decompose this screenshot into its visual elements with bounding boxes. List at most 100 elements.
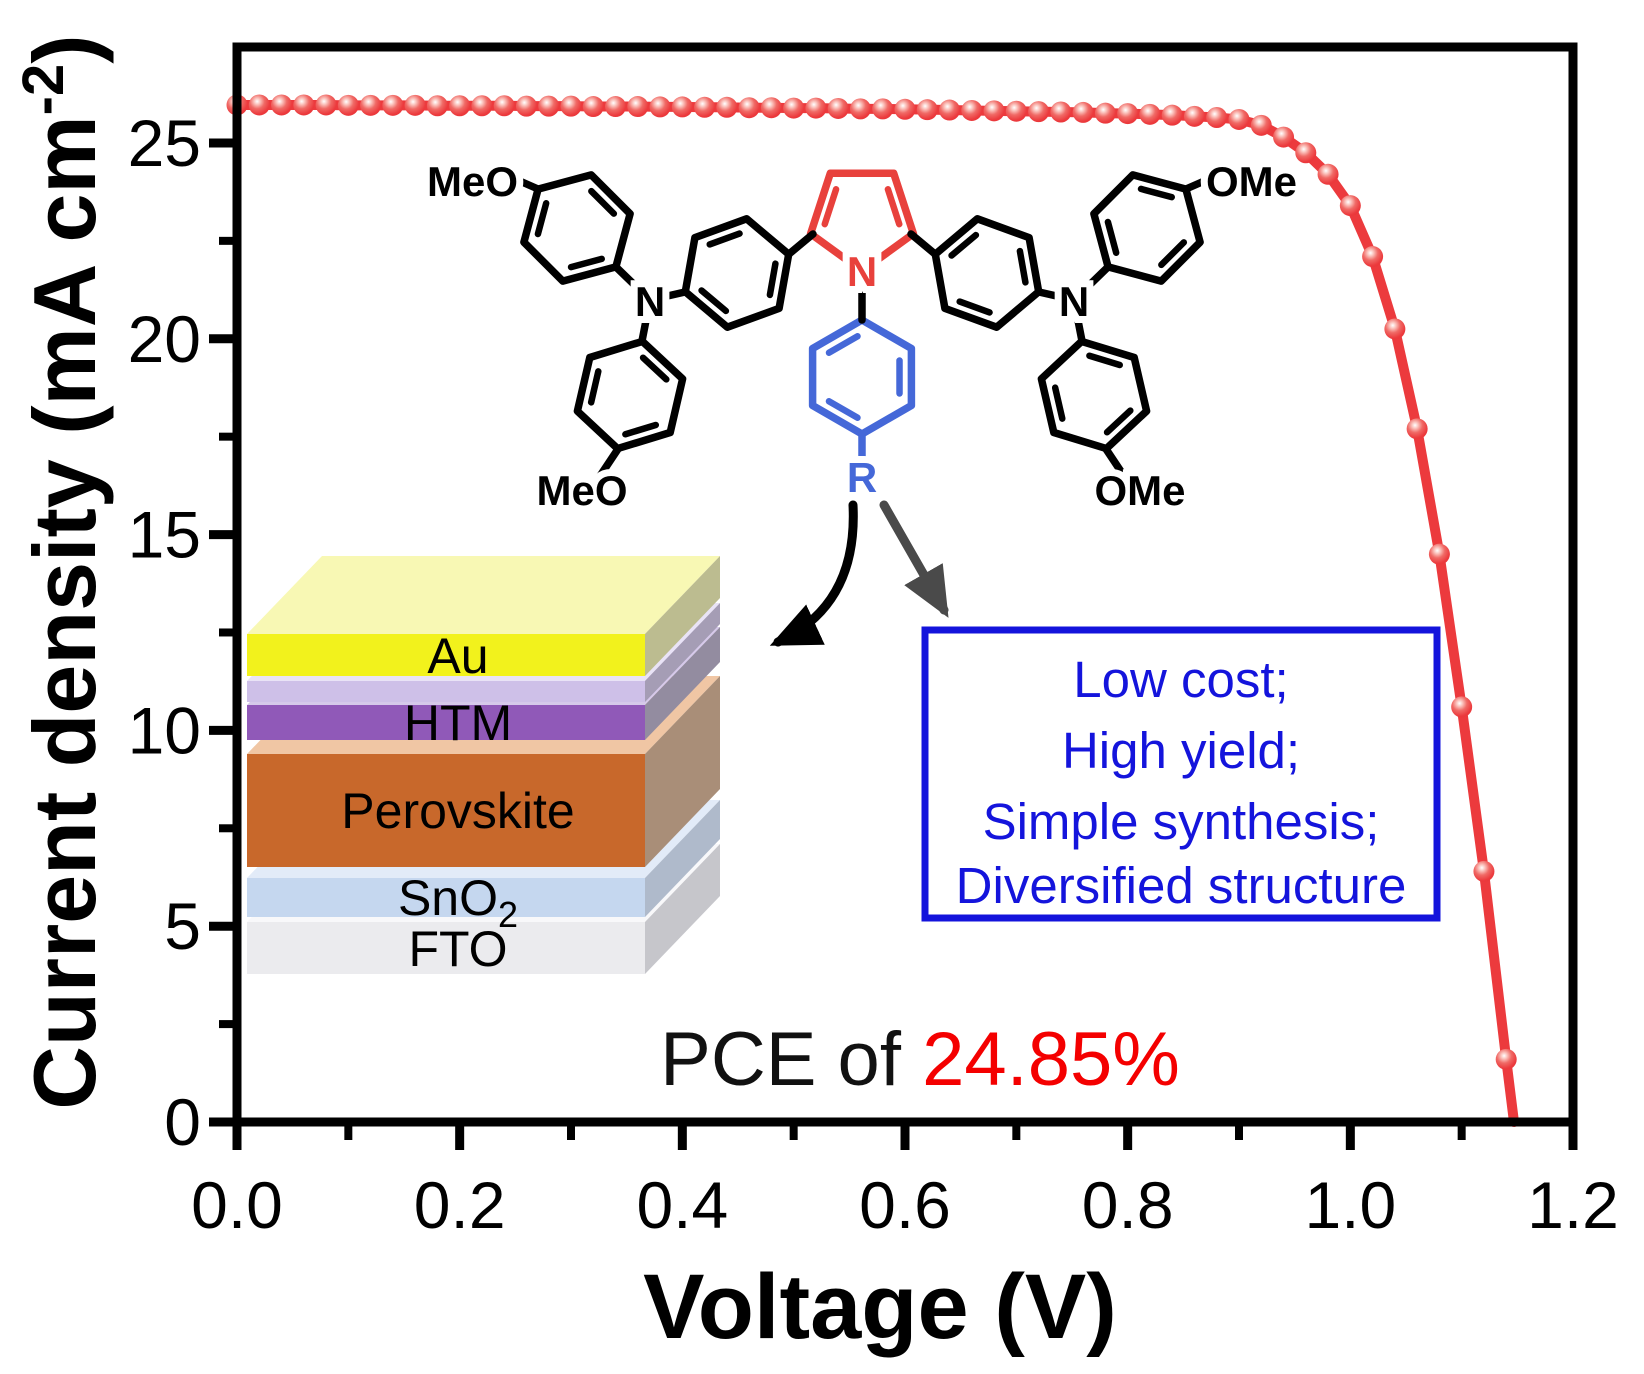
layer-front-face bbox=[247, 681, 645, 702]
y-axis-title-close: ) bbox=[15, 34, 114, 63]
layer-side-face bbox=[645, 556, 720, 676]
nitrogen-label-left: N bbox=[635, 278, 665, 325]
double-bond bbox=[698, 287, 730, 315]
double-bond bbox=[1086, 352, 1124, 369]
bond bbox=[1035, 288, 1078, 304]
arrow-to-callout-box bbox=[879, 500, 949, 618]
y-tick-label: 20 bbox=[128, 302, 201, 376]
layer-front-face bbox=[247, 634, 645, 676]
layer-front-face bbox=[247, 922, 645, 974]
layer-side-face bbox=[645, 603, 720, 702]
data-point-marker bbox=[1273, 126, 1295, 148]
x-tick-label: 0.8 bbox=[1082, 1168, 1174, 1242]
x-tick-label: 1.2 bbox=[1527, 1168, 1619, 1242]
data-point-marker bbox=[1206, 106, 1228, 128]
bond bbox=[612, 263, 654, 304]
molecule-labels: MeO MeO OMe OMe N N N R bbox=[420, 151, 1304, 521]
data-point-marker bbox=[1339, 195, 1361, 217]
double-bond bbox=[588, 187, 618, 217]
jv-curve-series bbox=[226, 94, 1519, 1127]
data-point-marker bbox=[1183, 105, 1205, 127]
axis-ticks bbox=[209, 138, 1578, 1150]
data-point-marker bbox=[1005, 100, 1027, 122]
data-point-marker bbox=[360, 94, 382, 116]
double-bond bbox=[567, 255, 605, 271]
data-point-marker bbox=[894, 98, 916, 120]
bond bbox=[907, 230, 939, 258]
double-bond bbox=[884, 186, 903, 228]
data-point-marker bbox=[1139, 103, 1161, 125]
data-point-marker bbox=[627, 96, 649, 118]
data-point-marker bbox=[1317, 163, 1339, 185]
ome-label-bottom-right: OMe bbox=[1094, 467, 1185, 514]
y-axis-title: Current density (mA cm-2) bbox=[11, 34, 114, 1109]
data-point-marker bbox=[605, 96, 627, 118]
double-bond bbox=[956, 298, 993, 316]
data-point-marker bbox=[515, 95, 537, 117]
x-tick-label: 0.4 bbox=[636, 1168, 728, 1242]
plot-frame bbox=[232, 42, 1578, 1127]
annotation-arrows bbox=[769, 500, 949, 647]
data-point-marker bbox=[649, 96, 671, 118]
bond bbox=[1102, 445, 1128, 480]
layer-side-face bbox=[645, 800, 720, 917]
data-point-marker bbox=[961, 99, 983, 121]
double-bond bbox=[534, 200, 550, 238]
double-bond bbox=[622, 421, 660, 438]
meo-label-bottom-left: MeO bbox=[536, 467, 627, 514]
data-point-marker bbox=[560, 95, 582, 117]
meo-label-top-left: MeO bbox=[427, 158, 518, 205]
bond bbox=[1070, 263, 1112, 304]
data-point-marker bbox=[1384, 318, 1406, 340]
data-point-marker bbox=[315, 94, 337, 116]
data-point-marker bbox=[983, 100, 1005, 122]
double-bond bbox=[1016, 247, 1029, 286]
layer-label: Au bbox=[427, 628, 488, 684]
data-point-marker bbox=[471, 95, 493, 117]
double-bond bbox=[1158, 239, 1188, 269]
axis-tick-labels: 0.0 0.2 0.4 0.6 0.8 1.0 1.2 0 5 10 15 20 25 bbox=[128, 106, 1619, 1242]
data-point-marker bbox=[916, 99, 938, 121]
data-point-marker bbox=[1117, 103, 1139, 125]
pce-value: 24.85% bbox=[922, 1017, 1180, 1102]
x-tick-label: 1.0 bbox=[1304, 1168, 1396, 1242]
data-point-marker bbox=[1295, 142, 1317, 164]
ring bbox=[806, 169, 918, 275]
layer-side-face bbox=[645, 844, 720, 974]
data-point-marker bbox=[1028, 101, 1050, 123]
double-bond bbox=[1137, 185, 1175, 201]
layer-front-face bbox=[247, 878, 645, 917]
double-bond bbox=[706, 230, 743, 248]
x-tick-label: 0.2 bbox=[414, 1168, 506, 1242]
layer-side-face bbox=[645, 627, 720, 740]
data-point-marker bbox=[293, 94, 315, 116]
layer-top-face bbox=[247, 556, 720, 634]
bond bbox=[596, 445, 622, 480]
y-axis-title-superscript: -2 bbox=[11, 64, 76, 116]
callout-line-2: High yield; bbox=[1062, 722, 1300, 779]
layer-label: HTM bbox=[404, 695, 512, 751]
layer-front-face bbox=[247, 705, 645, 740]
data-point-marker bbox=[738, 97, 760, 119]
data-point-marker bbox=[404, 94, 426, 116]
data-point-marker bbox=[1094, 102, 1116, 124]
layer-label: SnO2 bbox=[398, 870, 518, 935]
data-point-marker bbox=[337, 94, 359, 116]
data-point-marker bbox=[849, 98, 871, 120]
double-bond bbox=[1103, 407, 1134, 436]
nitrogen-label-pyrrole: N bbox=[847, 248, 877, 295]
data-point-marker bbox=[426, 95, 448, 117]
data-point-marker bbox=[1495, 1048, 1517, 1070]
data-point-marker bbox=[671, 96, 693, 118]
y-tick-label: 5 bbox=[164, 889, 201, 963]
callout-box-border bbox=[921, 626, 1441, 922]
data-point-marker bbox=[805, 97, 827, 119]
bond bbox=[638, 296, 654, 345]
data-point-marker bbox=[716, 96, 738, 118]
data-point-marker bbox=[1050, 101, 1072, 123]
pce-prefix: PCE of bbox=[660, 1017, 922, 1102]
y-tick-label: 10 bbox=[128, 693, 201, 767]
data-point-marker bbox=[1362, 246, 1384, 268]
